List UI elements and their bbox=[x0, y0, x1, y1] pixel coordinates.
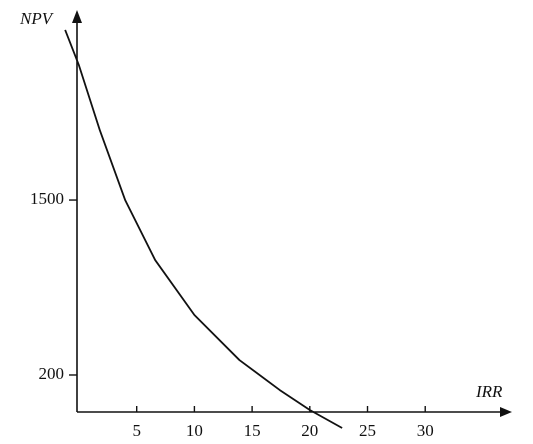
x-tick-label: 5 bbox=[132, 421, 141, 440]
x-tick-label: 20 bbox=[301, 421, 318, 440]
y-tick-label: 200 bbox=[39, 364, 65, 383]
x-tick-label: 25 bbox=[359, 421, 376, 440]
x-tick-label: 10 bbox=[186, 421, 203, 440]
y-axis-label: NPV bbox=[19, 9, 55, 28]
x-tick-label: 30 bbox=[417, 421, 434, 440]
x-axis-label: IRR bbox=[475, 382, 503, 401]
y-tick-label: 1500 bbox=[30, 189, 64, 208]
curve bbox=[64, 29, 343, 429]
y-axis-arrow bbox=[72, 10, 82, 23]
x-axis-arrow bbox=[500, 407, 512, 417]
x-tick-label: 15 bbox=[244, 421, 261, 440]
